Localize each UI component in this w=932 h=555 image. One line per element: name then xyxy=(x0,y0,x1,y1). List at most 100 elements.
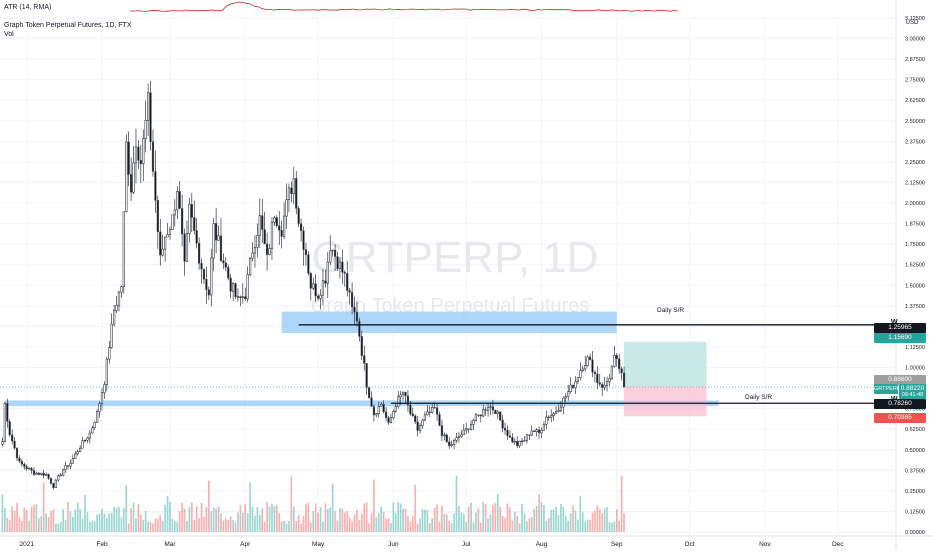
volume-bar xyxy=(79,508,81,532)
candle-up xyxy=(389,417,393,423)
volume-bar xyxy=(205,507,208,532)
candle-down xyxy=(234,283,237,298)
candle-up xyxy=(331,249,334,252)
volume-bar xyxy=(101,508,103,532)
candle-down xyxy=(593,371,597,374)
volume-bar xyxy=(504,518,506,532)
volume-bar xyxy=(363,503,366,532)
volume-bar xyxy=(339,508,341,532)
candle-down xyxy=(200,263,203,270)
candle-down xyxy=(137,146,140,161)
candle-up xyxy=(115,304,118,311)
volume-bar xyxy=(210,511,213,532)
volume-bar xyxy=(271,503,273,532)
candle-down xyxy=(278,225,281,231)
volume-bar xyxy=(574,510,577,532)
volume-bar xyxy=(496,493,499,532)
candle-down xyxy=(528,434,531,436)
candle-up xyxy=(465,428,468,431)
volume-bar xyxy=(436,504,438,532)
volume-bar xyxy=(375,517,378,532)
volume-bar xyxy=(552,509,555,532)
candle-up xyxy=(455,437,458,441)
zones-layer xyxy=(4,311,719,417)
candle-up xyxy=(545,416,548,425)
candle-down xyxy=(261,215,264,230)
volume-bar xyxy=(297,514,300,532)
volume-bar xyxy=(326,508,329,532)
candle-down xyxy=(448,441,451,446)
volume-bar xyxy=(530,517,533,532)
candle-up xyxy=(185,233,189,262)
candle-down xyxy=(183,233,186,262)
candle-up xyxy=(559,406,563,411)
volume-bar xyxy=(598,509,601,532)
volume-bar xyxy=(147,521,149,532)
volume-bar xyxy=(292,506,295,532)
volume-bar xyxy=(28,520,30,532)
candle-up xyxy=(586,356,589,366)
y-tick-label: 2.25000 xyxy=(905,160,925,166)
volume-bar xyxy=(402,508,404,532)
candle-down xyxy=(601,384,604,388)
candle-down xyxy=(316,295,320,299)
volume-bar xyxy=(392,502,395,532)
volume-bar xyxy=(358,519,361,532)
x-tick-label: 2021 xyxy=(19,541,34,548)
volume-bar xyxy=(557,515,560,532)
candle-down xyxy=(190,204,193,218)
volume-bar xyxy=(42,482,45,532)
y-tick-label: 1.00000 xyxy=(905,366,925,372)
candle-up xyxy=(562,397,565,408)
candle-up xyxy=(452,439,456,445)
price-tag-entry: 0.88600 xyxy=(874,375,926,385)
volume-bar xyxy=(268,506,271,532)
volume-bar xyxy=(103,513,106,532)
candle-down xyxy=(428,411,431,413)
volume-bar xyxy=(377,513,380,532)
volume-bar xyxy=(108,513,111,532)
candle-down xyxy=(299,223,303,231)
volume-bar xyxy=(305,504,307,532)
volume-bar xyxy=(569,513,572,532)
candle-down xyxy=(20,461,23,465)
candle-up xyxy=(394,406,397,412)
atr-legend[interactable]: ATR (14, RMA) xyxy=(4,4,52,11)
candle-down xyxy=(23,463,26,467)
candle-down xyxy=(336,256,339,269)
volume-bar xyxy=(258,515,261,532)
volume-bar xyxy=(198,518,200,532)
volume-bar xyxy=(404,508,407,532)
candle-down xyxy=(280,230,283,237)
candle-up xyxy=(457,436,461,438)
volume-bar xyxy=(290,476,293,532)
candle-up xyxy=(122,211,125,287)
volume-bar xyxy=(190,502,193,532)
candle-down xyxy=(32,470,36,475)
volume-bar xyxy=(239,505,242,532)
candle-up xyxy=(232,283,235,292)
volume-bar xyxy=(487,518,489,532)
candle-up xyxy=(550,415,553,418)
candle-up xyxy=(147,92,150,121)
volume-bar xyxy=(518,523,521,532)
volume-bar xyxy=(11,506,13,532)
volume-legend[interactable]: Vol xyxy=(4,31,14,38)
candle-down xyxy=(622,372,626,388)
candle-up xyxy=(326,261,329,284)
volume-bar xyxy=(322,521,324,532)
candle-down xyxy=(372,406,376,416)
x-tick-label: Feb xyxy=(96,541,108,548)
volume-bar xyxy=(443,513,446,532)
candle-down xyxy=(66,465,70,467)
volume-bar xyxy=(98,513,101,532)
price-tag-current: 0.88220 xyxy=(899,384,926,394)
volume-bar xyxy=(426,509,429,532)
candle-down xyxy=(484,409,487,411)
volume-bar xyxy=(594,510,596,532)
candle-down xyxy=(181,208,184,235)
candle-down xyxy=(355,311,359,322)
volume-bar xyxy=(373,479,375,532)
